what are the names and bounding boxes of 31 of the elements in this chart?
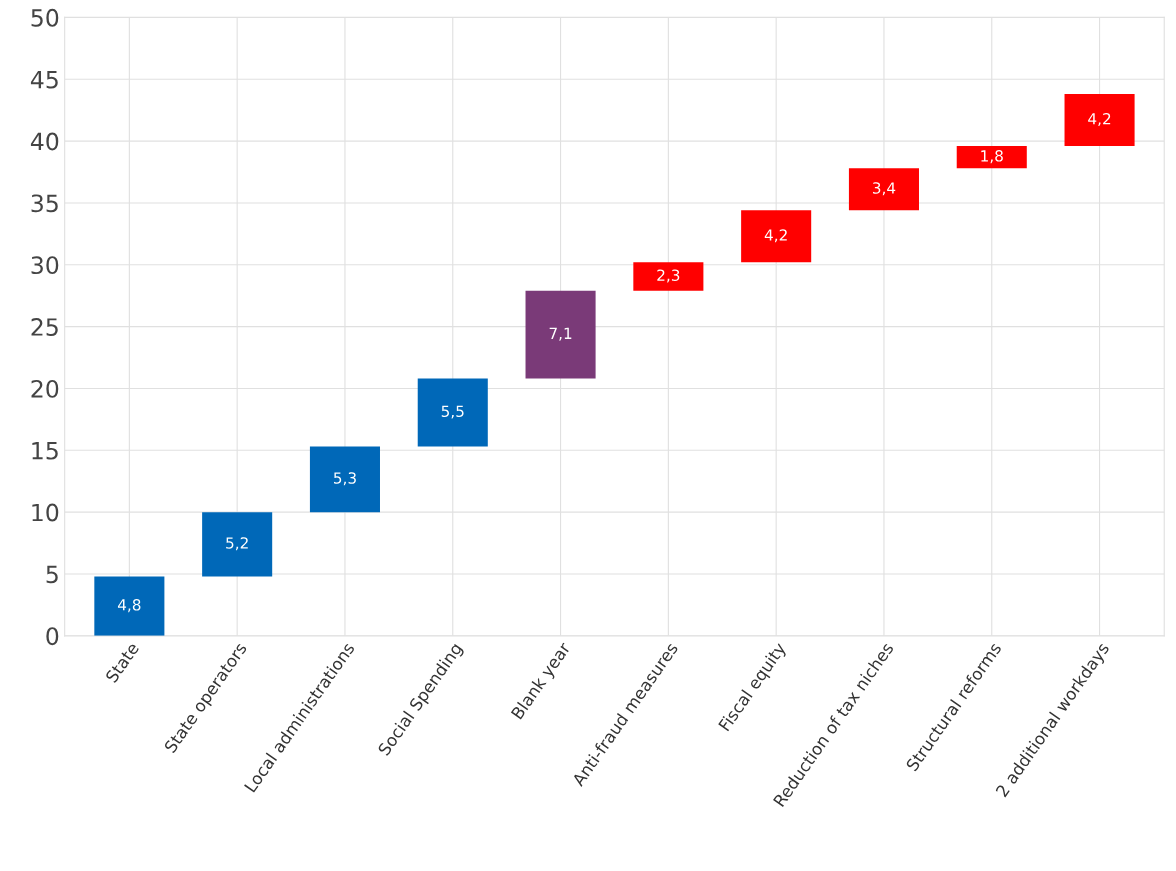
y-tick-label: 15 <box>32 442 58 460</box>
data-label: 5,3 <box>333 472 356 486</box>
bar <box>1064 94 1135 147</box>
bar <box>417 378 488 447</box>
data-label: 4,2 <box>764 229 787 243</box>
data-label: 4,2 <box>1088 112 1111 127</box>
data-label: 1,8 <box>981 150 1003 164</box>
data-label: 5,5 <box>441 405 464 419</box>
data-label: 7,1 <box>549 327 572 341</box>
y-tick-label: 50 <box>31 8 59 27</box>
y-tick-label: 35 <box>31 194 58 213</box>
y-tick-label: 40 <box>30 132 59 151</box>
bar <box>956 146 1027 169</box>
y-tick-label: 30 <box>31 256 59 275</box>
bar <box>525 290 596 379</box>
y-tick-label: 45 <box>30 71 58 89</box>
y-tick-label: 0 <box>46 627 59 646</box>
y-tick-label: 25 <box>31 318 58 336</box>
y-tick-label: 10 <box>32 503 59 522</box>
y-tick-label: 20 <box>31 379 59 398</box>
bar <box>94 576 165 636</box>
bar <box>848 168 919 211</box>
bar <box>202 512 273 577</box>
bar <box>633 262 704 291</box>
bar <box>741 210 812 263</box>
data-label: 2,3 <box>657 269 680 283</box>
y-tick-label: 5 <box>46 565 58 584</box>
data-label: 5,2 <box>226 537 248 551</box>
data-label: 4,8 <box>117 599 141 613</box>
data-label: 3,4 <box>872 182 896 196</box>
bar <box>309 446 380 513</box>
